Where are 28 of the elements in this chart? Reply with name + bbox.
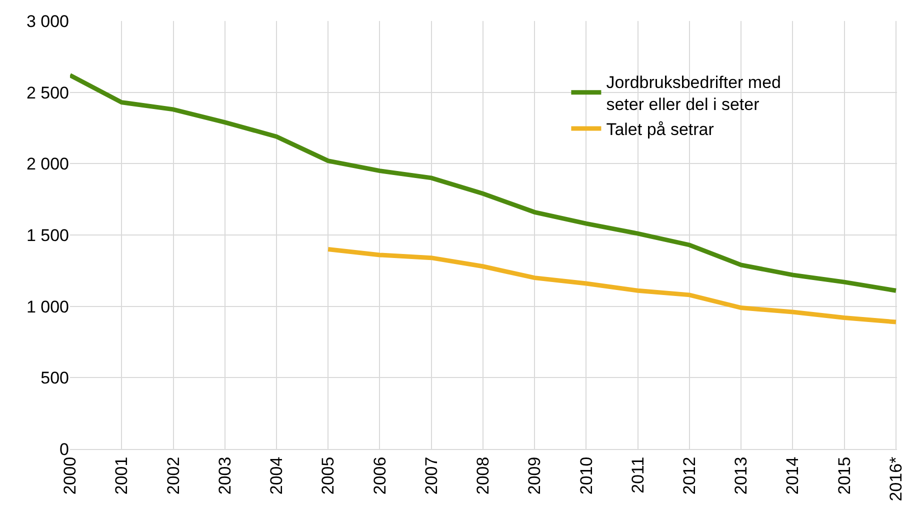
y-tick-label: 2 500: [26, 83, 69, 102]
x-tick-label: 2012: [680, 456, 700, 495]
x-tick-label: 2013: [732, 456, 751, 495]
x-tick-label: 2008: [474, 456, 493, 495]
line-series: [326, 247, 897, 324]
x-tick-label: 2011: [628, 456, 648, 494]
y-tick-label: 3 000: [26, 12, 69, 31]
y-tick-label: 500: [40, 368, 69, 388]
y-tick-label: 0: [60, 440, 69, 459]
x-tick-label: 2006: [370, 456, 390, 495]
y-tick-label: 1 500: [26, 226, 69, 245]
x-tick-label: 2004: [267, 456, 286, 495]
legend-label: Talet på setrar: [606, 120, 714, 140]
line-series: [70, 72, 897, 293]
x-tick-label: 2014: [783, 456, 802, 495]
x-tick-label: 2010: [576, 456, 596, 495]
x-tick-label: 2003: [215, 456, 234, 495]
x-tick-label: 2015: [834, 456, 854, 495]
y-tick-label: 1 000: [26, 297, 69, 316]
x-tick-label: 2009: [525, 456, 544, 495]
x-tick-label: 2016*: [886, 456, 906, 502]
x-tick-label: 2007: [422, 456, 441, 495]
x-tick-label: 2002: [164, 456, 183, 495]
x-tick-label: 2000: [60, 456, 80, 495]
y-tick-label: 2 000: [26, 154, 69, 174]
x-tick-label: 2001: [112, 456, 132, 495]
x-tick-label: 2005: [318, 456, 338, 495]
legend-label: Jordbruksbedrifter med seter eller del i seter: [606, 72, 782, 114]
